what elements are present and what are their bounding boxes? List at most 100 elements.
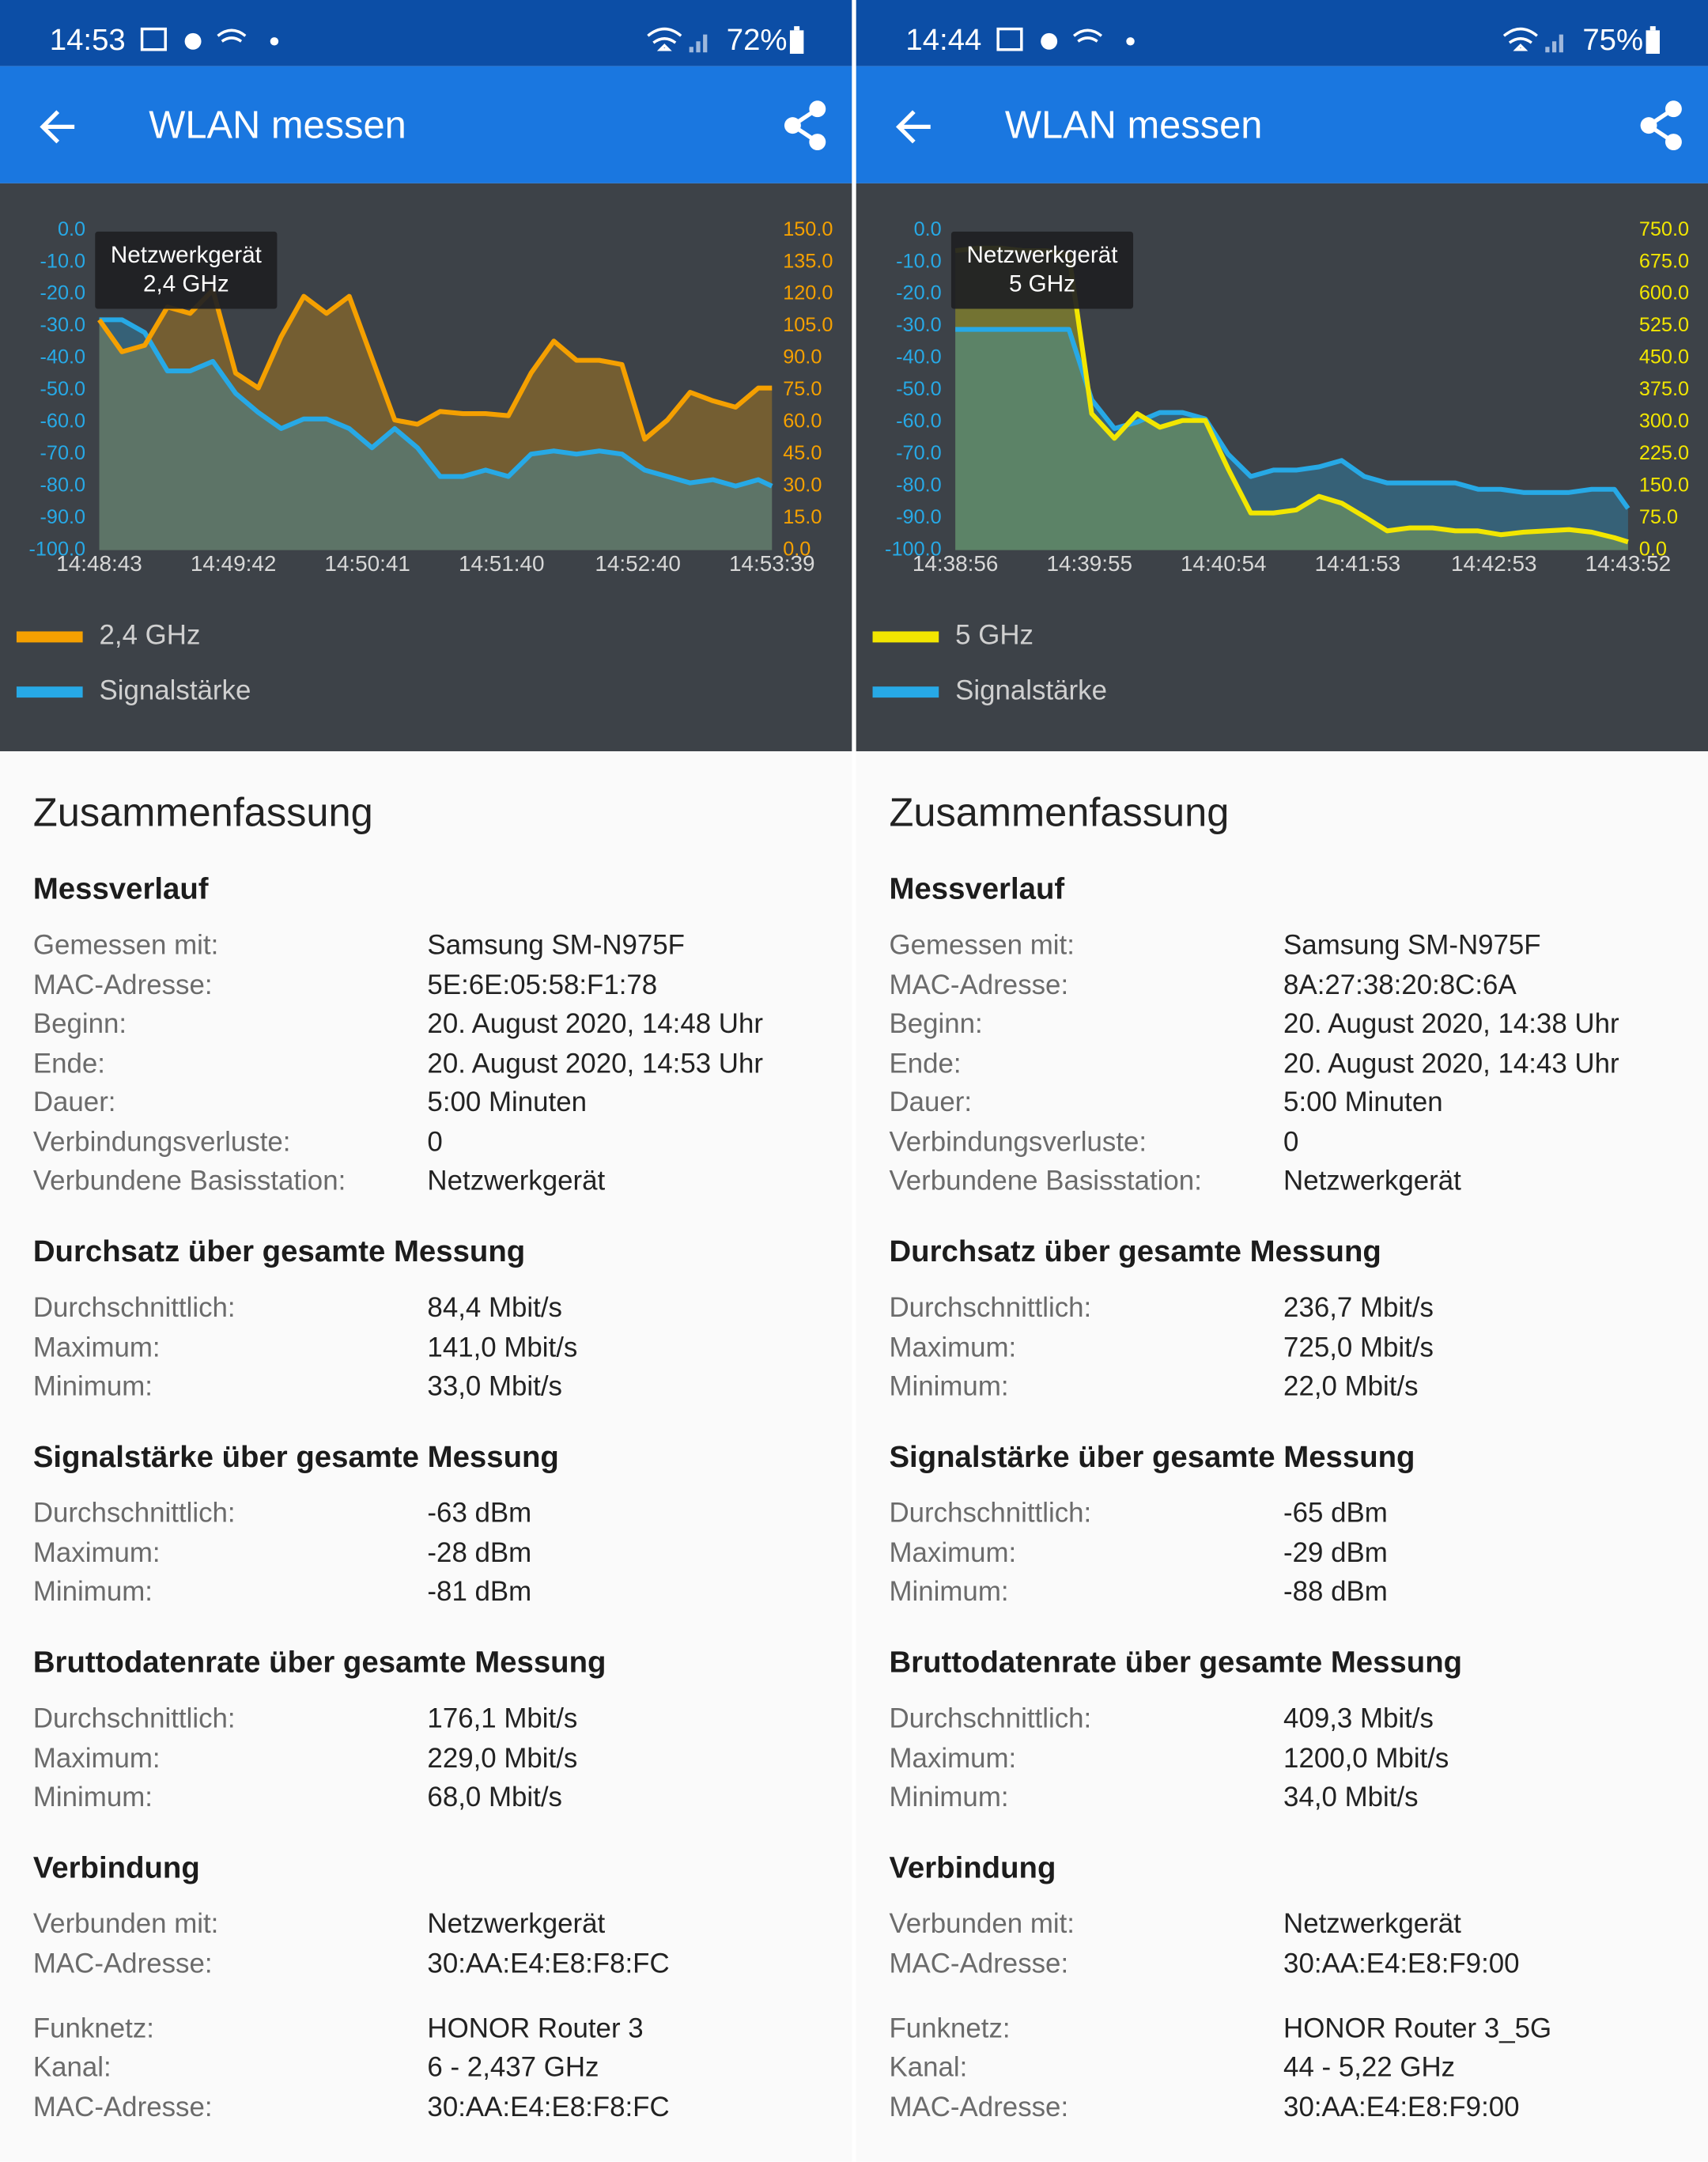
y2-tick-label: 135.0: [783, 250, 833, 272]
y2-tick-label: 150.0: [1639, 474, 1689, 496]
legend-label: 2,4 GHz: [100, 620, 201, 651]
row-label: Kanal:: [889, 2052, 968, 2084]
app-bar: WLAN messen: [856, 66, 1708, 183]
y-tick-label: -100.0: [885, 538, 942, 560]
x-tick-label: 14:50:41: [324, 551, 410, 576]
row-label: MAC-Adresse:: [32, 1948, 213, 1979]
row-value: 20. August 2020, 14:53 Uhr: [427, 1048, 763, 1079]
row-label: Verbindungsverluste:: [889, 1127, 1147, 1158]
x-tick-label: 14:52:40: [595, 551, 681, 576]
legend-label: 5 GHz: [955, 620, 1033, 651]
row-value: -29 dBm: [1283, 1537, 1388, 1569]
share-node: [784, 117, 801, 134]
row-value: 725,0 Mbit/s: [1283, 1332, 1434, 1363]
row-label: Durchschnittlich:: [889, 1703, 1092, 1735]
y-tick-label: -50.0: [896, 378, 942, 400]
row-value: 0: [427, 1127, 443, 1158]
row-value: 5:00 Minuten: [427, 1087, 588, 1118]
x-tick-label: 14:40:54: [1181, 551, 1267, 576]
row-value: 20. August 2020, 14:38 Uhr: [1283, 1009, 1619, 1040]
y2-tick-label: 75.0: [783, 378, 822, 400]
row-label: Durchschnittlich:: [889, 1499, 1092, 1529]
y2-tick-label: 30.0: [783, 474, 822, 496]
battery-level: 72%: [726, 21, 788, 57]
y-tick-label: -30.0: [40, 314, 85, 336]
row-value: Samsung SM-N975F: [427, 930, 686, 962]
status-time: 14:44: [905, 21, 982, 57]
tooltip-text: 2,4 GHz: [143, 271, 229, 297]
row-value: 5:00 Minuten: [1283, 1087, 1443, 1118]
wifi-icon: [1502, 27, 1538, 51]
row-value: Netzwerkgerät: [427, 1909, 606, 1940]
app-title: WLAN messen: [149, 103, 406, 146]
y2-tick-label: 105.0: [783, 314, 833, 336]
row-value: -81 dBm: [427, 1577, 532, 1608]
summary: Zusammenfassung Messverlauf Gemessen mit: S…: [856, 751, 1708, 2162]
section-heading: Bruttodatenrate über gesamte Messung: [889, 1644, 1463, 1680]
x-tick-label: 14:42:53: [1451, 551, 1537, 576]
battery-level: 75%: [1582, 21, 1644, 57]
row-label: Dauer:: [32, 1087, 116, 1118]
row-label: Beginn:: [32, 1009, 127, 1040]
y2-tick-label: 0.0: [1639, 538, 1667, 560]
y-tick-label: -10.0: [896, 250, 942, 272]
row-value: 6 - 2,437 GHz: [427, 2052, 599, 2084]
row-value: 30:AA:E4:E8:F8:FC: [427, 1948, 670, 1979]
y-tick-label: -20.0: [40, 282, 85, 304]
row-label: MAC-Adresse:: [889, 2092, 1069, 2122]
battery-icon: [1646, 30, 1660, 54]
x-tick-label: 14:41:53: [1315, 551, 1401, 576]
row-label: Ende:: [32, 1048, 105, 1079]
app-bar-icons: [40, 100, 826, 151]
share-node: [1665, 100, 1682, 118]
app-bar: WLAN messen: [0, 66, 852, 183]
x-tick-label: 14:38:56: [913, 551, 999, 576]
notification-icon: [1072, 28, 1103, 43]
row-label: Durchschnittlich:: [32, 1703, 236, 1735]
app-bar-icons: [895, 100, 1682, 151]
row-label: Verbunden mit:: [889, 1909, 1075, 1940]
row-label: Minimum:: [889, 1371, 1009, 1402]
y2-tick-label: 225.0: [1639, 442, 1689, 464]
summary-title: Zusammenfassung: [889, 791, 1230, 836]
share-button[interactable]: [784, 100, 826, 151]
y-tick-label: -30.0: [896, 314, 942, 336]
x-tick-label: 14:51:40: [459, 551, 545, 576]
row-label: Verbunden mit:: [32, 1909, 219, 1940]
section-heading: Messverlauf: [32, 871, 209, 906]
y2-tick-label: 0.0: [783, 538, 811, 560]
share-button[interactable]: [1640, 100, 1682, 151]
y-tick-label: -60.0: [896, 410, 942, 432]
y-tick-label: -60.0: [40, 410, 85, 432]
phone-panel: 14:44 75% WLAN messen 0.0 -10.0 -20.0 -30.0 -40…: [856, 0, 1708, 2162]
tooltip-text: Netzwerkgerät: [111, 242, 263, 268]
row-label: Kanal:: [32, 2052, 111, 2084]
row-label: Durchschnittlich:: [889, 1293, 1092, 1324]
summary: Zusammenfassung Messverlauf Gemessen mit: S…: [0, 751, 852, 2162]
y2-tick-label: 300.0: [1639, 410, 1689, 432]
legend-label: Signalstärke: [100, 675, 251, 705]
back-button[interactable]: [895, 110, 931, 144]
y-tick-label: -80.0: [896, 474, 942, 496]
back-button[interactable]: [40, 110, 75, 144]
row-label: MAC-Adresse:: [889, 1948, 1069, 1979]
row-value: 176,1 Mbit/s: [427, 1703, 578, 1735]
y-tick-label: -80.0: [40, 474, 85, 496]
section-heading: Durchsatz über gesamte Messung: [889, 1234, 1381, 1268]
chart: 0.0 -10.0 -20.0 -30.0 -40.0 -50.0 -60.0 -70.0 -8…: [0, 183, 852, 752]
row-value: Netzwerkgerät: [1283, 1166, 1461, 1197]
series-area: [955, 248, 1628, 550]
row-label: Verbindungsverluste:: [32, 1127, 291, 1158]
y-tick-label: 0.0: [914, 218, 942, 240]
row-label: Minimum:: [32, 1782, 153, 1813]
y2-tick-label: 375.0: [1639, 378, 1689, 400]
tooltip-text: 5 GHz: [1009, 271, 1075, 297]
row-label: Maximum:: [889, 1537, 1017, 1569]
y2-tick-label: 150.0: [783, 218, 833, 240]
legend-swatch: [872, 631, 939, 643]
y-tick-label: 0.0: [58, 218, 85, 240]
row-value: 229,0 Mbit/s: [427, 1743, 578, 1774]
series-area: [955, 329, 1628, 550]
row-value: HONOR Router 3: [427, 2013, 644, 2044]
y-tick-label: -90.0: [896, 506, 942, 528]
